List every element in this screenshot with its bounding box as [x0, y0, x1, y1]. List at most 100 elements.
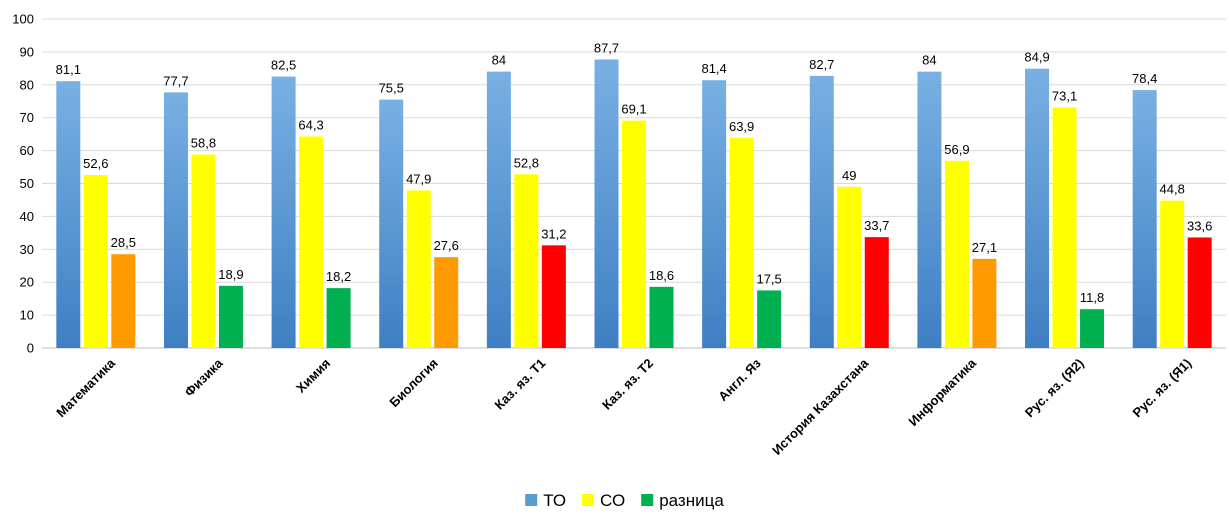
- bar-to: [594, 59, 619, 348]
- data-label: 47,9: [406, 171, 431, 186]
- x-category-label: Математика: [53, 355, 118, 420]
- y-tick-label: 60: [20, 143, 34, 158]
- bar-to: [486, 71, 511, 348]
- bar-diff: [649, 286, 674, 348]
- data-label: 84: [922, 53, 936, 68]
- data-label: 18,9: [218, 267, 243, 282]
- data-label: 33,6: [1187, 218, 1212, 233]
- bar-so: [1052, 107, 1077, 348]
- bar-diff: [757, 290, 782, 348]
- bar-to: [163, 92, 188, 348]
- x-category-label: Информатика: [906, 355, 980, 429]
- data-label: 52,8: [514, 155, 539, 170]
- bar-diff: [434, 257, 459, 348]
- data-label: 84,9: [1024, 50, 1049, 65]
- data-label: 27,1: [972, 240, 997, 255]
- data-label: 17,5: [756, 271, 781, 286]
- x-category-label: Биология: [386, 356, 440, 410]
- bar-to: [271, 76, 296, 348]
- data-label: 82,7: [809, 57, 834, 72]
- bar-so: [837, 186, 862, 348]
- legend-label: разница: [659, 491, 724, 510]
- data-labels: 81,1 52,6 28,5 77,7 58,8 18,9 82,5 64,3 18,2 75,5…: [56, 40, 1213, 305]
- data-label: 81,4: [701, 61, 726, 76]
- legend-swatch: [641, 494, 654, 506]
- legend-label: СО: [600, 491, 625, 510]
- y-tick-label: 90: [20, 44, 34, 59]
- bar-diff: [864, 237, 889, 348]
- data-label: 27,6: [434, 238, 459, 253]
- bar-to: [1132, 90, 1157, 349]
- x-category-label: Англ. Яз: [715, 355, 764, 404]
- bar-so: [622, 120, 646, 348]
- legend: ТО СО разница: [525, 491, 724, 510]
- bar-diff: [218, 285, 243, 348]
- x-category-label: Рус. яз. (Я1): [1130, 356, 1195, 421]
- x-category-label: Каз. яз. Т2: [599, 356, 656, 413]
- data-label: 18,2: [326, 269, 351, 284]
- data-label: 81,1: [56, 62, 81, 77]
- bar-to: [809, 75, 834, 349]
- data-label: 28,5: [111, 235, 136, 250]
- data-label: 44,8: [1160, 182, 1185, 197]
- x-category-label: Каз. яз. Т1: [491, 356, 548, 413]
- data-label: 18,6: [649, 268, 674, 283]
- y-tick-label: 70: [20, 110, 34, 125]
- data-label: 84: [492, 53, 506, 68]
- y-tick-label: 50: [20, 176, 34, 191]
- data-label: 87,7: [594, 40, 619, 55]
- bar-so: [406, 190, 431, 348]
- data-label: 49: [842, 168, 856, 183]
- data-label: 82,5: [271, 58, 296, 73]
- y-tick-label: 20: [20, 275, 34, 290]
- bar-to: [379, 99, 404, 348]
- bar-so: [944, 160, 969, 348]
- data-label: 64,3: [298, 117, 323, 132]
- y-tick-label: 10: [20, 308, 34, 323]
- data-label: 77,7: [163, 73, 188, 88]
- bar-so: [191, 154, 216, 348]
- x-category-label: Физика: [182, 355, 227, 400]
- data-label: 31,2: [541, 226, 566, 241]
- bar-diff: [1187, 237, 1212, 348]
- y-tick-label: 0: [27, 341, 34, 356]
- data-label: 73,1: [1052, 89, 1077, 104]
- data-label: 78,4: [1132, 71, 1157, 86]
- y-tick-label: 40: [20, 209, 34, 224]
- bar-so: [1160, 200, 1185, 348]
- x-category-label: Химия: [293, 356, 333, 396]
- data-label: 33,7: [864, 218, 889, 233]
- legend-swatch: [582, 494, 595, 506]
- bar-so: [514, 174, 539, 348]
- x-category-label: Рус. яз. (Я2): [1022, 356, 1087, 421]
- y-tick-label: 100: [12, 12, 34, 27]
- data-label: 58,8: [191, 136, 216, 151]
- bar-so: [83, 174, 108, 348]
- bar-diff: [541, 245, 566, 348]
- y-tick-label: 30: [20, 242, 34, 257]
- y-tick-label: 80: [20, 77, 34, 92]
- bar-so: [299, 136, 324, 348]
- data-label: 63,9: [729, 119, 754, 134]
- legend-label: ТО: [543, 491, 566, 510]
- bars: [56, 59, 1212, 349]
- bar-so: [729, 137, 754, 348]
- bar-to: [56, 81, 81, 348]
- bar-to: [917, 71, 942, 348]
- bar-diff: [326, 288, 351, 348]
- bar-diff: [972, 258, 997, 348]
- y-axis-ticks: 0 10 20 30 40 50 60 70 80 90 100: [12, 12, 34, 356]
- bar-diff: [1080, 309, 1105, 348]
- legend-swatch: [525, 494, 538, 506]
- x-category-label: История Казахстана: [769, 355, 872, 458]
- bar-to: [1025, 68, 1050, 348]
- x-axis-categories: Математика Физика Химия Биология Каз. яз. Т1…: [53, 355, 1194, 458]
- data-label: 52,6: [83, 156, 108, 171]
- data-label: 56,9: [944, 142, 969, 157]
- data-label: 11,8: [1080, 290, 1104, 305]
- bar-diff: [111, 254, 136, 348]
- data-label: 75,5: [379, 81, 404, 96]
- data-label: 69,1: [621, 102, 646, 117]
- bar-to: [702, 80, 727, 348]
